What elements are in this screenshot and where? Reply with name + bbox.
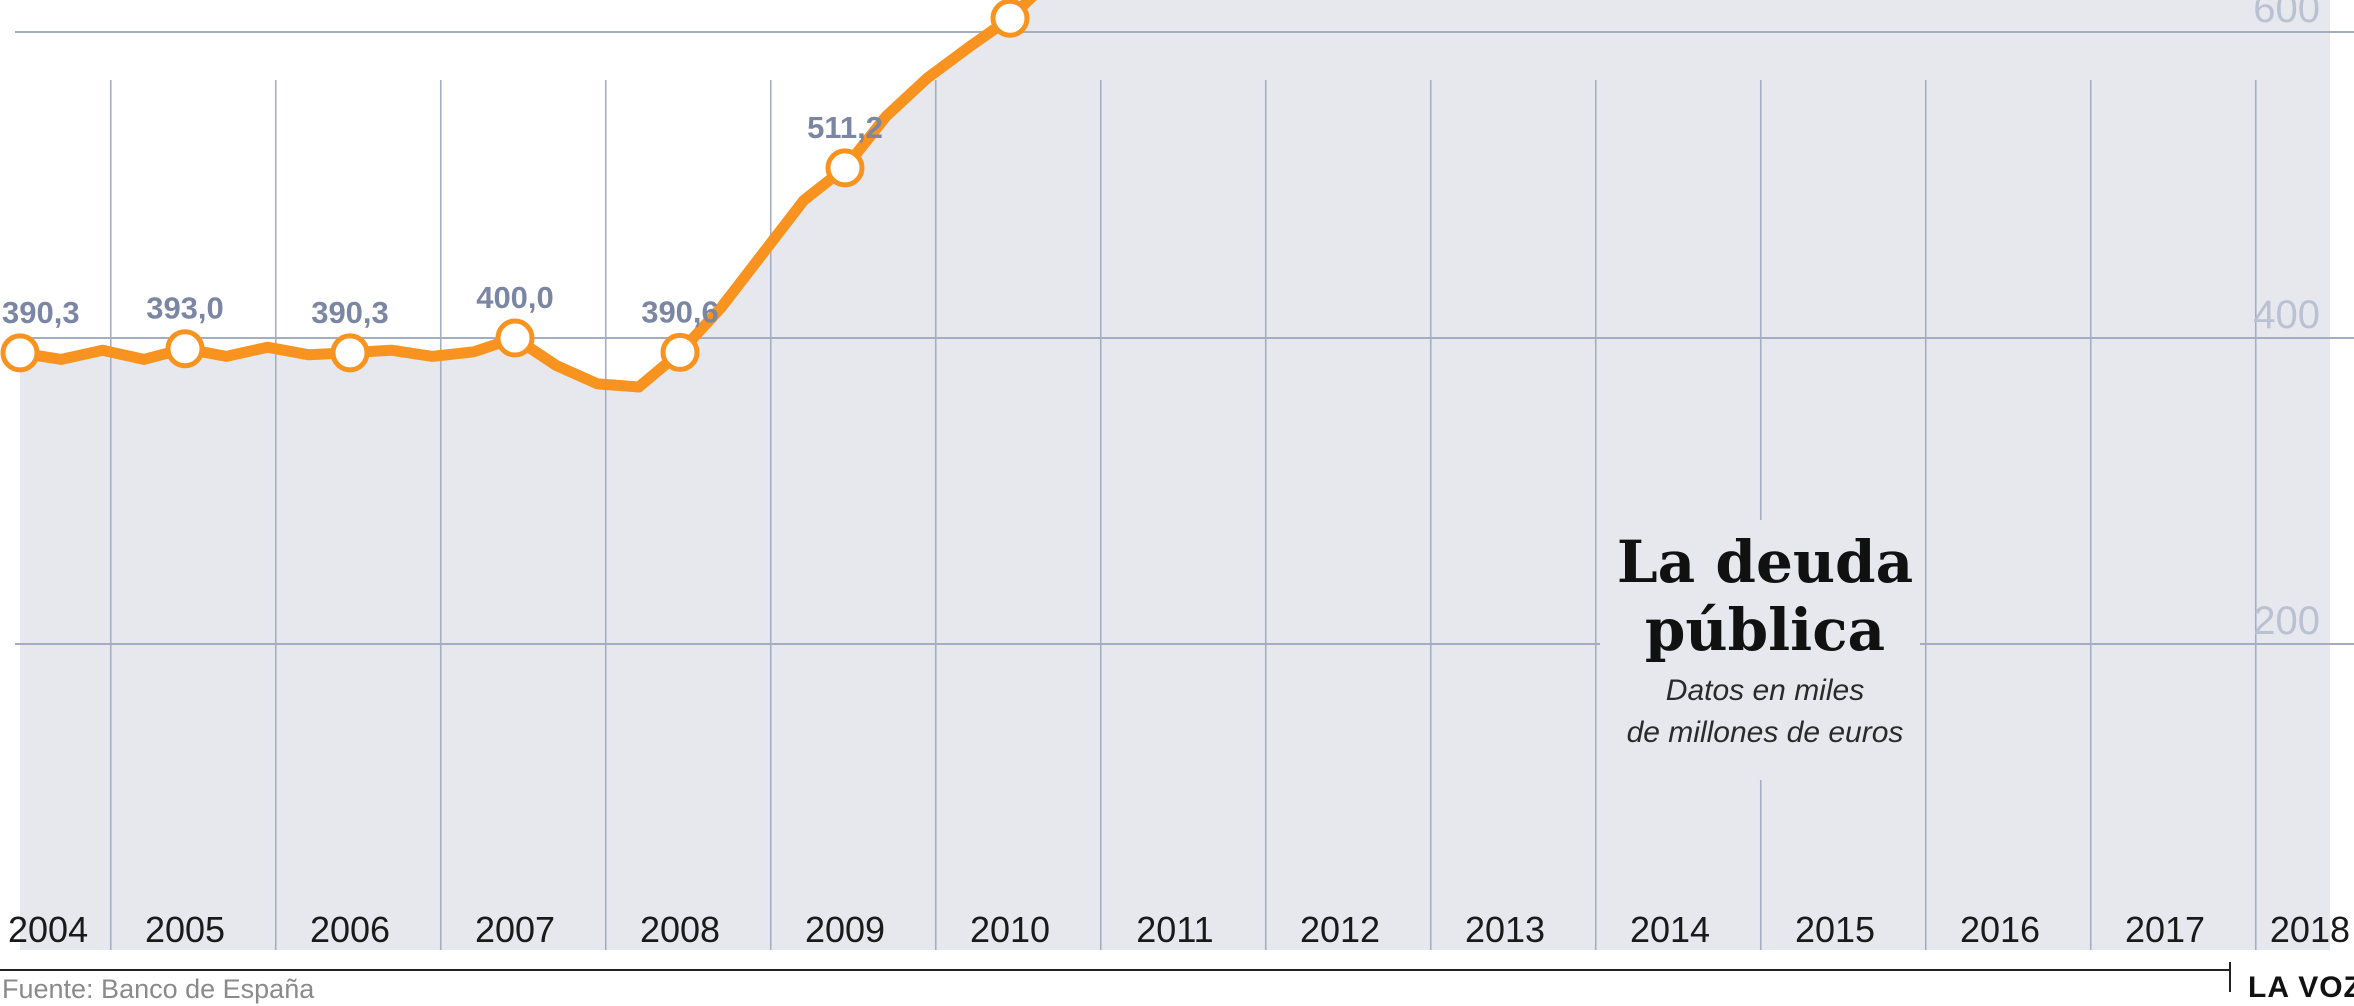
x-tick-label: 2007 xyxy=(475,909,555,950)
horizontal-grid xyxy=(15,31,2354,645)
data-label: 390,6 xyxy=(641,294,719,329)
source-note: Fuente: Banco de España xyxy=(2,974,315,1004)
y-tick-label: 200 xyxy=(2253,599,2320,643)
x-tick-label: 2012 xyxy=(1300,909,1380,950)
x-tick-label: 2006 xyxy=(310,909,390,950)
chart-subtitle-line-1: Datos en miles xyxy=(1666,674,1864,707)
data-point-marker xyxy=(165,329,205,369)
x-tick-label: 2010 xyxy=(970,909,1050,950)
y-tick-label: 600 xyxy=(2253,0,2320,31)
data-label: 511,2 xyxy=(807,110,883,145)
x-axis-ticks: 2004 2005 2006 2007 2008 2009 2010 2011 2012 2013… xyxy=(8,909,2350,950)
y-axis-ticks: 2004006008001.000 xyxy=(2253,0,2320,643)
debt-line xyxy=(14,0,1037,393)
x-tick-label: 2014 xyxy=(1630,909,1710,950)
x-tick-label: 2015 xyxy=(1795,909,1875,950)
chart-title-line-1: La deuda xyxy=(1617,528,1913,596)
x-tick-label: 2009 xyxy=(805,909,885,950)
x-tick-label: 2008 xyxy=(640,909,720,950)
data-label: 390,3 xyxy=(311,295,389,330)
area-layer xyxy=(20,0,2330,950)
data-point-marker xyxy=(825,148,865,188)
data-point-marker xyxy=(660,332,700,372)
y-tick-label: 400 xyxy=(2253,293,2320,337)
data-label-layer: 390,3393,0390,3400,0390,6511,2609,0711,8… xyxy=(2,110,883,330)
data-label: 400,0 xyxy=(476,280,554,315)
data-point-marker xyxy=(330,333,370,373)
chart-subtitle-line-2: de millones de euros xyxy=(1627,716,1904,749)
data-point-marker xyxy=(495,318,535,358)
line-layer xyxy=(14,0,1037,393)
x-tick-label: 2011 xyxy=(1136,909,1213,950)
data-point-marker xyxy=(990,0,1030,38)
title-backdrop xyxy=(1600,520,1920,780)
area-fill xyxy=(20,0,2330,950)
data-label: 393,0 xyxy=(146,291,224,326)
brand-logo: LA VOZ xyxy=(2248,971,2354,1004)
x-tick-label: 2005 xyxy=(145,909,225,950)
chart-title-line-2: pública xyxy=(1645,596,1885,664)
data-label: 390,3 xyxy=(2,295,80,330)
marker-layer xyxy=(0,0,1030,373)
x-tick-label: 2004 xyxy=(8,909,88,950)
x-tick-label: 2013 xyxy=(1465,909,1545,950)
x-tick-label: 2017 xyxy=(2125,909,2205,950)
x-tick-label: 2018 xyxy=(2270,909,2350,950)
vertical-grid xyxy=(109,80,2257,950)
data-point-marker xyxy=(0,333,40,373)
x-tick-label: 2016 xyxy=(1960,909,2040,950)
